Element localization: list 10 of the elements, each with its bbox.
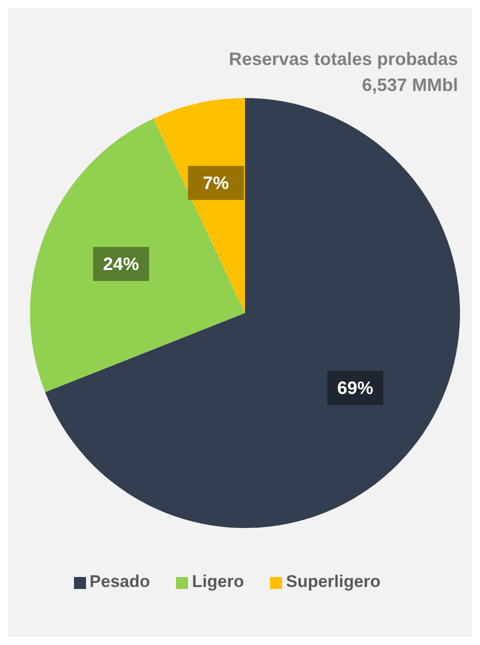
- data-label: 69%: [337, 378, 374, 398]
- data-label: 7%: [202, 172, 229, 193]
- legend-label: Superligero: [286, 572, 380, 591]
- pie-slice: [30, 118, 245, 392]
- chart-title: Reservas totales probadas: [228, 48, 458, 71]
- chart-subtitle: 6,537 MMbl: [360, 74, 458, 97]
- legend-label: Pesado: [90, 572, 150, 591]
- pie-slice: [45, 98, 460, 528]
- legend-label: Ligero: [192, 572, 244, 591]
- data-label: 24%: [103, 254, 140, 274]
